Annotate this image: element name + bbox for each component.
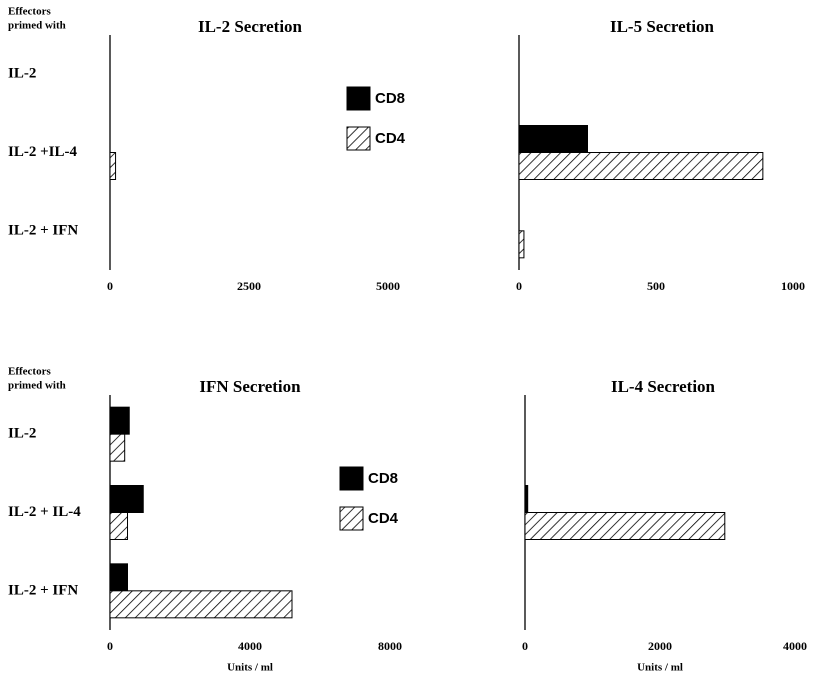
- x-tick-label: 0: [516, 279, 522, 293]
- bar: [518, 125, 588, 153]
- legend-label: CD4: [375, 130, 406, 147]
- panel-title: IFN Secretion: [199, 377, 301, 396]
- x-tick-label: 8000: [378, 639, 402, 653]
- bar: [109, 433, 126, 462]
- legend-label: CD4: [368, 510, 399, 527]
- bar: [109, 563, 128, 592]
- y-axis-label: primed with: [8, 20, 66, 32]
- panel-title: IL-4 Secretion: [611, 377, 716, 396]
- bar: [109, 590, 293, 619]
- legend-swatch: [346, 126, 371, 151]
- x-tick-label: 4000: [238, 639, 262, 653]
- category-label: IL-2 +IL-4: [8, 144, 77, 160]
- x-tick-label: 0: [522, 639, 528, 653]
- category-label: IL-2: [8, 426, 36, 442]
- bar: [109, 512, 128, 540]
- legend-swatch: [339, 506, 364, 531]
- x-axis-label: Units / ml: [637, 662, 683, 674]
- bar: [518, 152, 764, 180]
- y-axis-label: Effectors: [8, 6, 51, 18]
- x-tick-label: 2500: [237, 279, 261, 293]
- bar: [524, 512, 726, 540]
- x-tick-label: 0: [107, 279, 113, 293]
- panel-title: IL-5 Secretion: [610, 17, 715, 36]
- x-tick-label: 0: [107, 639, 113, 653]
- category-label: IL-2 + IL-4: [8, 504, 81, 520]
- x-tick-label: 1000: [781, 279, 805, 293]
- category-label: IL-2 + IFN: [8, 582, 78, 598]
- legend-swatch: [346, 86, 371, 111]
- legend-label: CD8: [368, 470, 398, 487]
- legend-label: CD8: [375, 90, 405, 107]
- y-axis-label: primed with: [8, 380, 66, 392]
- category-label: IL-2 + IFN: [8, 222, 78, 238]
- bar: [109, 406, 130, 435]
- bar: [109, 485, 144, 513]
- x-tick-label: 500: [647, 279, 665, 293]
- x-tick-label: 2000: [648, 639, 672, 653]
- bar: [518, 230, 525, 259]
- y-axis-label: Effectors: [8, 366, 51, 378]
- bar: [524, 485, 529, 513]
- category-label: IL-2: [8, 66, 36, 82]
- legend-swatch: [339, 466, 364, 491]
- x-tick-label: 4000: [783, 639, 807, 653]
- x-axis-label: Units / ml: [227, 662, 273, 674]
- panel-title: IL-2 Secretion: [198, 17, 303, 36]
- x-tick-label: 5000: [376, 279, 400, 293]
- bar: [109, 152, 117, 180]
